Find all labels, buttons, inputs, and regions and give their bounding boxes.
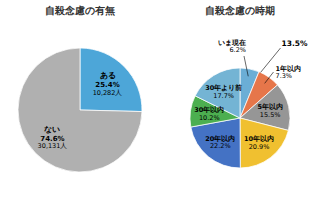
slice-category-label: 5年以内 <box>257 103 283 111</box>
slice-value-label: 17.7% <box>213 92 234 100</box>
pie-panel: 自殺念慮の時期いま現在6.2% 1年以内7.3% 5年以内15.5% 10年以内20.… <box>190 5 308 168</box>
slice-category-label: 20年以内 <box>205 135 235 143</box>
slice-value-label: 7.3% <box>276 72 293 80</box>
chart-title: 自殺念慮の有無 <box>45 5 115 16</box>
pie-slice <box>80 48 142 112</box>
slice-category-label: 1年以内 <box>276 65 302 73</box>
chart-container: 自殺念慮の有無ある25.4%10,282人ない74.6%30,131人自殺念慮の… <box>0 0 320 200</box>
slice-category-label: いま現在 <box>218 39 246 47</box>
annotation-line <box>261 48 281 72</box>
slice-value-label: 6.2% <box>229 46 246 54</box>
pie-slice <box>195 68 240 118</box>
pie-slice <box>240 118 288 168</box>
slice-category-label: 30年以内 <box>194 106 224 114</box>
pie <box>18 48 142 172</box>
slice-labels: いま現在6.2% 1年以内7.3% 5年以内15.5% 10年以内20.9% 20年以内… <box>194 39 308 151</box>
leader-line <box>265 72 274 83</box>
slice-value-label: 20.9% <box>249 143 270 151</box>
slice-category-label: ない <box>44 125 60 134</box>
chart-svg: 自殺念慮の有無ある25.4%10,282人ない74.6%30,131人自殺念慮の… <box>0 0 320 200</box>
pie-panel: 自殺念慮の有無ある25.4%10,282人ない74.6%30,131人 <box>18 5 142 172</box>
slice-value-label: 10.2% <box>199 114 220 122</box>
pie <box>190 68 290 168</box>
slice-labels: ある25.4%10,282人ない74.6%30,131人 <box>38 71 123 150</box>
slice-category-label: 30年より前 <box>205 84 242 92</box>
slice-count-label: 30,131人 <box>38 142 68 150</box>
chart-title: 自殺念慮の時期 <box>205 5 275 16</box>
slice-category-label: 10年以内 <box>244 135 274 143</box>
annotation: 13.5% <box>282 39 309 48</box>
pie-slice <box>18 48 142 172</box>
slice-value-label: 25.4% <box>95 81 119 89</box>
slice-value-label: 22.2% <box>210 142 231 150</box>
slice-value-label: 74.6% <box>40 135 64 143</box>
slice-count-label: 10,282人 <box>93 89 123 97</box>
slice-value-label: 15.5% <box>260 111 281 119</box>
slice-category-label: ある <box>100 71 116 80</box>
leader-line <box>244 56 248 76</box>
